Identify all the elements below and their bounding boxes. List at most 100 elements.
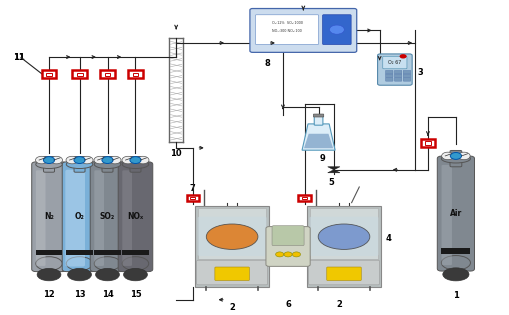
Ellipse shape bbox=[94, 160, 121, 169]
FancyBboxPatch shape bbox=[122, 170, 132, 266]
Text: 8: 8 bbox=[264, 59, 270, 68]
Text: O₂ 67: O₂ 67 bbox=[387, 60, 401, 65]
FancyBboxPatch shape bbox=[403, 70, 410, 74]
FancyBboxPatch shape bbox=[118, 162, 153, 272]
Circle shape bbox=[284, 252, 292, 257]
Ellipse shape bbox=[442, 268, 468, 281]
FancyBboxPatch shape bbox=[36, 170, 45, 266]
FancyBboxPatch shape bbox=[36, 250, 62, 255]
FancyBboxPatch shape bbox=[298, 194, 310, 201]
FancyBboxPatch shape bbox=[94, 250, 121, 255]
Polygon shape bbox=[301, 124, 334, 150]
Text: 13: 13 bbox=[74, 290, 85, 299]
Circle shape bbox=[136, 156, 149, 164]
FancyBboxPatch shape bbox=[249, 9, 356, 52]
Text: 7: 7 bbox=[189, 184, 195, 193]
Circle shape bbox=[441, 152, 453, 160]
FancyBboxPatch shape bbox=[309, 208, 377, 259]
Circle shape bbox=[80, 156, 93, 164]
Circle shape bbox=[329, 25, 344, 34]
FancyBboxPatch shape bbox=[385, 78, 392, 81]
Ellipse shape bbox=[36, 160, 62, 169]
FancyBboxPatch shape bbox=[186, 194, 199, 201]
Text: 3: 3 bbox=[417, 68, 422, 77]
FancyBboxPatch shape bbox=[72, 70, 87, 78]
Text: 14: 14 bbox=[101, 290, 113, 299]
Ellipse shape bbox=[37, 268, 61, 281]
Circle shape bbox=[457, 152, 469, 160]
Ellipse shape bbox=[123, 268, 147, 281]
Text: 1: 1 bbox=[452, 291, 458, 300]
FancyBboxPatch shape bbox=[420, 139, 434, 147]
FancyBboxPatch shape bbox=[393, 78, 401, 81]
FancyBboxPatch shape bbox=[255, 15, 318, 44]
FancyBboxPatch shape bbox=[301, 197, 306, 199]
Polygon shape bbox=[303, 134, 332, 148]
FancyBboxPatch shape bbox=[197, 217, 266, 256]
Circle shape bbox=[74, 157, 85, 163]
Polygon shape bbox=[327, 170, 340, 173]
FancyBboxPatch shape bbox=[326, 267, 360, 280]
FancyBboxPatch shape bbox=[385, 70, 392, 74]
FancyBboxPatch shape bbox=[130, 157, 140, 172]
Text: O₂:12%  SO₂:1000: O₂:12% SO₂:1000 bbox=[271, 21, 302, 25]
Circle shape bbox=[449, 152, 461, 159]
Circle shape bbox=[36, 156, 48, 164]
Circle shape bbox=[102, 157, 113, 163]
Circle shape bbox=[292, 252, 300, 257]
Text: 9: 9 bbox=[319, 154, 325, 163]
FancyBboxPatch shape bbox=[393, 74, 401, 77]
Ellipse shape bbox=[94, 257, 121, 271]
FancyBboxPatch shape bbox=[42, 70, 56, 78]
FancyBboxPatch shape bbox=[306, 206, 380, 287]
Ellipse shape bbox=[66, 160, 93, 169]
Text: SO₂: SO₂ bbox=[100, 212, 115, 221]
FancyBboxPatch shape bbox=[308, 260, 379, 285]
FancyBboxPatch shape bbox=[403, 78, 410, 81]
FancyBboxPatch shape bbox=[66, 250, 93, 255]
FancyBboxPatch shape bbox=[196, 260, 267, 285]
Ellipse shape bbox=[66, 257, 93, 271]
Circle shape bbox=[275, 252, 283, 257]
FancyBboxPatch shape bbox=[90, 162, 125, 272]
FancyBboxPatch shape bbox=[377, 54, 411, 85]
Circle shape bbox=[130, 157, 141, 163]
FancyBboxPatch shape bbox=[65, 170, 85, 266]
FancyBboxPatch shape bbox=[102, 157, 113, 172]
Text: 15: 15 bbox=[129, 290, 141, 299]
Ellipse shape bbox=[122, 257, 149, 271]
Ellipse shape bbox=[318, 224, 369, 249]
Text: O₂: O₂ bbox=[74, 212, 84, 221]
FancyBboxPatch shape bbox=[46, 72, 52, 76]
FancyBboxPatch shape bbox=[440, 248, 469, 254]
FancyBboxPatch shape bbox=[62, 162, 97, 272]
FancyBboxPatch shape bbox=[122, 250, 149, 255]
Text: N₂: N₂ bbox=[44, 212, 54, 221]
FancyBboxPatch shape bbox=[314, 115, 322, 125]
FancyBboxPatch shape bbox=[100, 70, 115, 78]
Text: 6: 6 bbox=[285, 300, 291, 309]
Text: Air: Air bbox=[449, 209, 461, 218]
FancyBboxPatch shape bbox=[436, 156, 473, 271]
Text: 12: 12 bbox=[43, 290, 55, 299]
Text: NOₓ:300 NO₂:100: NOₓ:300 NO₂:100 bbox=[272, 29, 301, 33]
Circle shape bbox=[94, 156, 106, 164]
Text: 4: 4 bbox=[385, 234, 391, 243]
FancyBboxPatch shape bbox=[94, 170, 104, 266]
Text: 11: 11 bbox=[13, 53, 25, 61]
FancyBboxPatch shape bbox=[104, 72, 110, 76]
Polygon shape bbox=[327, 167, 340, 170]
Circle shape bbox=[66, 156, 78, 164]
FancyBboxPatch shape bbox=[271, 226, 303, 246]
Text: 11: 11 bbox=[13, 53, 25, 61]
Text: 2: 2 bbox=[335, 300, 341, 309]
FancyBboxPatch shape bbox=[385, 74, 392, 77]
FancyBboxPatch shape bbox=[403, 74, 410, 77]
Text: 2: 2 bbox=[229, 303, 235, 312]
FancyBboxPatch shape bbox=[76, 72, 82, 76]
Ellipse shape bbox=[440, 154, 469, 163]
Ellipse shape bbox=[36, 257, 62, 271]
FancyBboxPatch shape bbox=[393, 70, 401, 74]
FancyBboxPatch shape bbox=[313, 114, 323, 117]
FancyBboxPatch shape bbox=[449, 151, 461, 167]
